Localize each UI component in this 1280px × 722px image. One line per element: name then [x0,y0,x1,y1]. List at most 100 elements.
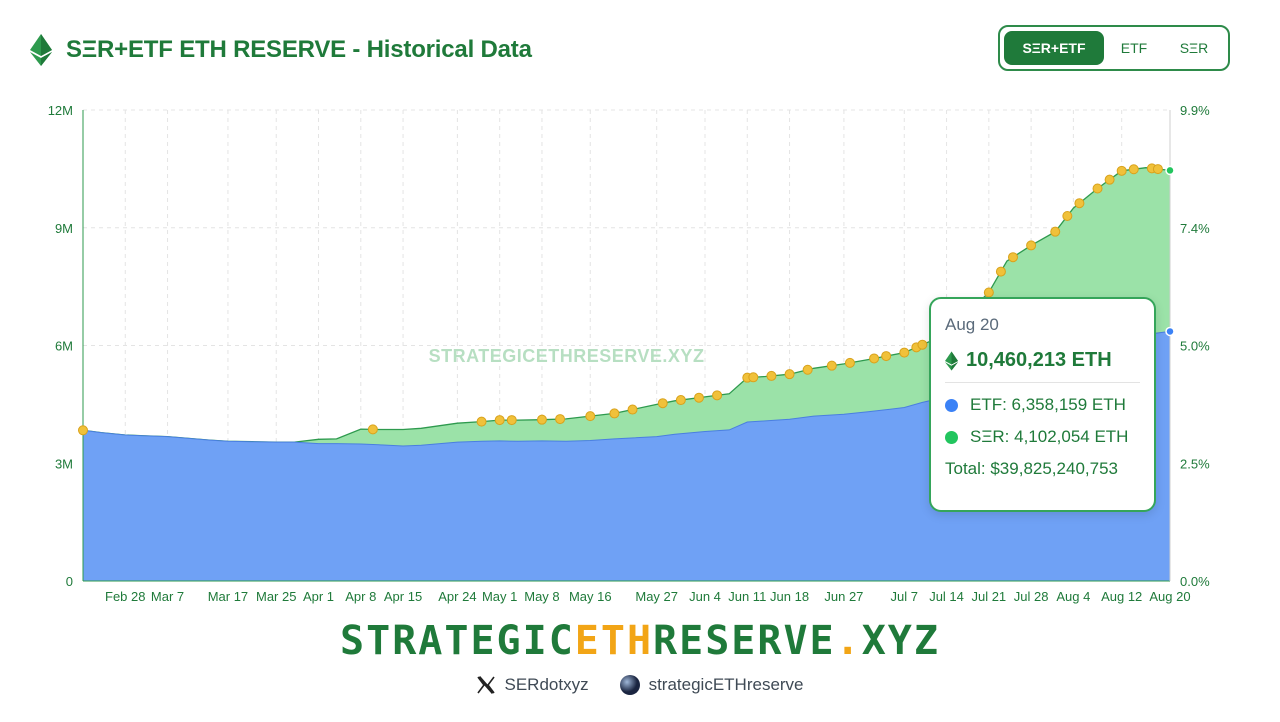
purchase-dot [826,360,837,371]
purchase-dot [494,415,505,426]
purchase-dot [1026,240,1037,251]
view-toggle: SΞR+ETF ETF SΞR [998,25,1230,71]
purchase-dot [1007,252,1018,263]
purchase-dot [869,353,880,364]
tooltip-etf-value: ETF: 6,358,159 ETH [970,395,1126,414]
brand-dot: . [835,618,862,664]
purchase-dot [609,408,620,419]
x-tick-label: Jun 18 [770,589,809,604]
y2-tick-label: 7.4% [1180,221,1210,236]
brand-right: RESERVE [653,618,836,664]
purchase-dot [995,266,1006,277]
x-tick-label: Apr 15 [384,589,422,604]
x-tick-label: Jul 28 [1014,589,1049,604]
ser-hover-dot [1165,165,1175,176]
globe-icon [619,675,640,695]
x-handle: SERdotxyz [504,675,589,694]
header: SΞR+ETF ETH RESERVE - Historical Data [30,30,532,70]
purchase-dot [1152,164,1163,175]
brand-left: STRATEGIC [340,618,575,664]
x-link[interactable]: SERdotxyz [476,674,589,696]
toggle-ser-button[interactable]: SΞR [1179,40,1209,56]
start-dot [78,425,88,436]
brand-mid: ETH [574,618,654,664]
y2-tick-label: 5.0% [1180,339,1210,354]
x-tick-label: May 27 [635,589,678,604]
purchase-dot [1050,226,1061,237]
ethereum-icon [945,351,958,370]
x-tick-label: Apr 24 [438,589,476,604]
x-tick-label: Aug 20 [1149,589,1190,604]
y-tick-label: 9M [55,221,73,236]
purchase-dot [675,395,686,406]
purchase-dot [881,351,892,362]
x-tick-label: Jul 7 [891,589,918,604]
tooltip-etf-line: ETF: 6,358,159 ETH [945,395,1140,415]
purchase-dot [657,398,668,409]
x-tick-label: Mar 7 [151,589,184,604]
x-tick-label: May 16 [569,589,612,604]
chart-watermark: STRATEGICETHRESERVE.XYZ [429,346,705,366]
tooltip-date: Aug 20 [945,315,999,334]
etf-hover-dot [1165,326,1175,337]
brand-tld: XYZ [861,618,940,664]
y-tick-label: 0 [66,574,73,589]
purchase-dot [899,347,910,358]
ser-area [83,167,1170,446]
x-tick-label: Apr 1 [303,589,334,604]
chart-tooltip: Aug 20 10,460,213 ETH ETF: 6,358,159 ETH… [929,297,1156,512]
purchase-dot [1092,183,1103,194]
etf-legend-dot [945,398,958,412]
y-tick-label: 12M [48,103,73,118]
x-tick-label: Jun 4 [689,589,721,604]
x-tick-label: Jun 11 [728,589,766,604]
purchase-dot [506,415,517,426]
ethereum-logo-icon [30,34,52,66]
social-links: SERdotxyz strategicETHreserve [0,674,1280,696]
page-title: SΞR+ETF ETH RESERVE - Historical Data [66,36,532,63]
x-tick-label: Jul 14 [929,589,964,604]
purchase-dot [917,339,928,350]
x-logo-icon [477,676,496,694]
y2-tick-label: 9.9% [1180,103,1210,118]
purchase-dot [802,364,813,375]
reserve-chart[interactable]: STRATEGICETHRESERVE.XYZ 0 3M 6M 9M 12M 0.0% 2.5… [0,90,1280,615]
x-tick-label: Aug 12 [1101,589,1142,604]
x-tick-label: Aug 4 [1056,589,1090,604]
x-tick-label: Jul 21 [971,589,1006,604]
purchase-dot [1074,198,1085,209]
tooltip-total-usd: Total: $39,825,240,753 [945,459,1118,478]
etf-area [83,331,1170,581]
website-link[interactable]: strategicETHreserve [619,674,804,696]
ser-legend-dot [945,430,958,444]
purchase-dot [585,411,596,422]
x-tick-label: Apr 8 [345,589,376,604]
x-tick-label: May 8 [524,589,559,604]
purchase-dot [367,424,378,435]
x-tick-label: Mar 17 [208,589,248,604]
purchase-dot [1128,164,1139,175]
x-tick-label: May 1 [482,589,517,604]
y2-tick-label: 2.5% [1180,456,1210,471]
purchase-dot [693,392,704,403]
x-tick-label: Jun 27 [824,589,863,604]
purchase-dot [627,404,638,415]
tooltip-ser-line: SΞR: 4,102,054 ETH [945,427,1140,447]
y-tick-label: 3M [55,456,73,471]
brand-wordmark: STRATEGICETHRESERVE.XYZ [0,618,1280,664]
purchase-dot [1062,210,1073,221]
x-tick-label: Mar 25 [256,589,296,604]
toggle-etf-button[interactable]: ETF [1120,40,1148,56]
purchase-dot [1116,165,1127,176]
purchase-dot [766,370,777,381]
purchase-dot [1104,174,1115,185]
purchase-dot [712,390,723,401]
tooltip-ser-value: SΞR: 4,102,054 ETH [970,427,1129,446]
purchase-dot [555,414,566,425]
x-tick-label: Feb 28 [105,589,145,604]
toggle-ser-etf-button[interactable]: SΞR+ETF [1004,31,1104,65]
purchase-dot [476,416,487,427]
website-handle: strategicETHreserve [648,675,804,694]
purchase-dot [844,357,855,368]
purchase-dot [748,372,759,383]
